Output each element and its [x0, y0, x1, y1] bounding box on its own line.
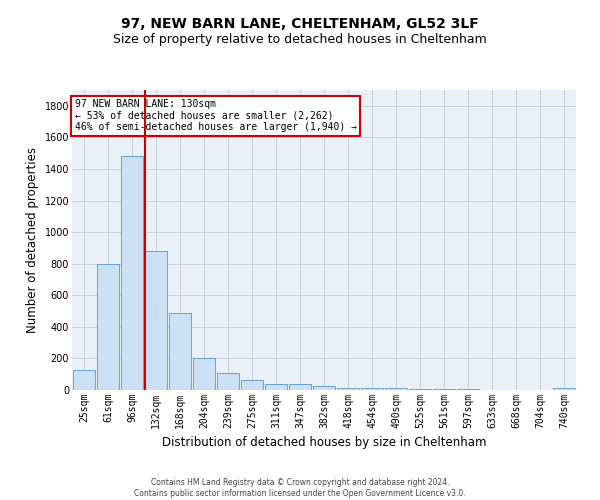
Bar	[313, 386, 335, 390]
Bar	[193, 358, 215, 390]
Text: 97, NEW BARN LANE, CHELTENHAM, GL52 3LF: 97, NEW BARN LANE, CHELTENHAM, GL52 3LF	[121, 18, 479, 32]
Text: Contains HM Land Registry data © Crown copyright and database right 2024.
Contai: Contains HM Land Registry data © Crown c…	[134, 478, 466, 498]
Bar	[265, 384, 287, 390]
Bar	[433, 389, 455, 390]
Bar	[73, 370, 95, 390]
Bar	[409, 389, 431, 390]
Text: 97 NEW BARN LANE: 130sqm
← 53% of detached houses are smaller (2,262)
46% of sem: 97 NEW BARN LANE: 130sqm ← 53% of detach…	[74, 99, 356, 132]
Y-axis label: Number of detached properties: Number of detached properties	[26, 147, 39, 333]
Text: Size of property relative to detached houses in Cheltenham: Size of property relative to detached ho…	[113, 32, 487, 46]
Bar	[385, 388, 407, 390]
Bar	[457, 389, 479, 390]
Bar	[361, 388, 383, 390]
Bar	[553, 388, 575, 390]
X-axis label: Distribution of detached houses by size in Cheltenham: Distribution of detached houses by size …	[162, 436, 486, 450]
Bar	[241, 380, 263, 390]
Bar	[97, 264, 119, 390]
Bar	[169, 312, 191, 390]
Bar	[121, 156, 143, 390]
Bar	[145, 251, 167, 390]
Bar	[337, 388, 359, 390]
Bar	[217, 374, 239, 390]
Bar	[289, 384, 311, 390]
